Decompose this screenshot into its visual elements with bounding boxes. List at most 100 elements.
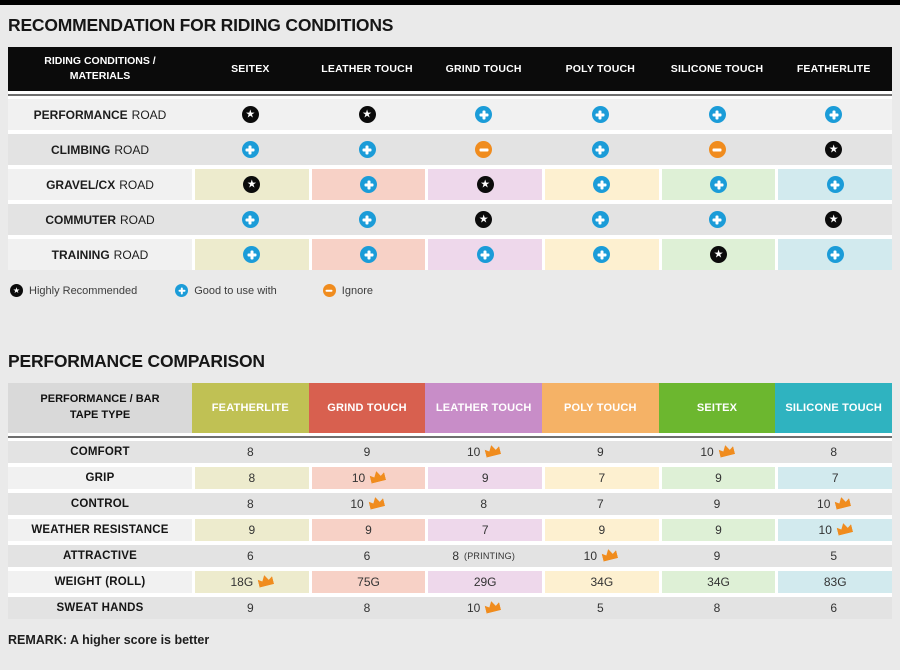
score-cell: 9 [192, 519, 309, 541]
column-header-poly-touch: POLY TOUCH [565, 63, 636, 75]
column-header-leather-touch: LEATHER TOUCH [321, 63, 413, 75]
score-cell: 6 [830, 601, 838, 615]
rating-icon [241, 211, 259, 228]
score-cell: 7 [425, 519, 543, 541]
recommendation-cell [775, 134, 892, 165]
column-header-grind-touch: GRIND TOUCH [308, 383, 426, 433]
crown-icon [369, 469, 386, 483]
score-cell: 83G [775, 571, 893, 593]
crown-icon [836, 521, 853, 535]
recommendation-cell [659, 204, 776, 235]
column-header-silicone-touch: SILICONE TOUCH [775, 383, 893, 433]
recommendation-cell [425, 99, 542, 130]
row-label: COMMUTER ROAD [45, 212, 155, 227]
remark-text: REMARK: A higher score is better [8, 633, 210, 647]
recommendation-cell [192, 99, 309, 130]
cell-note: (PRINTING) [464, 551, 516, 561]
column-header-seitex: SEITEX [658, 383, 776, 433]
header-divider [8, 436, 892, 438]
rating-icon [826, 246, 844, 263]
rating-icon [358, 106, 376, 123]
score-cell: 9 [713, 497, 721, 511]
performance-comparison-table: PERFORMANCE / BAR TAPE TYPE FEATHERLITE … [8, 383, 893, 619]
table-row-gravel-cx-road: GRAVEL/CX ROAD [8, 169, 893, 200]
recommendation-cell [425, 134, 542, 165]
legend-item-highly-recommended: Highly Recommended [10, 284, 137, 297]
column-header-silicone-touch: SILICONE TOUCH [670, 63, 764, 75]
recommendation-cell [775, 169, 893, 200]
score-cell: 10 [425, 441, 542, 463]
header-divider [8, 94, 892, 96]
performance-rows: COMFORT 8 9 10 9 10 8 GRIP 8 10 9 7 9 7 … [8, 441, 893, 619]
recommendation-cell [309, 134, 426, 165]
recommendation-cell [658, 239, 776, 270]
table-row-attractive: ATTRACTIVE 6 6 8 (PRINTING) 10 9 5 [8, 545, 892, 567]
score-cell: 9 [713, 549, 721, 563]
score-cell: 5 [830, 549, 838, 563]
rating-icon [708, 211, 726, 228]
score-cell: 34G [658, 571, 776, 593]
column-header-seitex: SEITEX [231, 63, 270, 75]
score-cell: 9 [308, 519, 426, 541]
table-row-performance-road: PERFORMANCE ROAD [8, 99, 892, 130]
rating-icon [593, 246, 611, 263]
table-row-grip: GRIP 8 10 9 7 9 7 [8, 467, 893, 489]
row-label: GRAVEL/CX ROAD [46, 177, 154, 192]
rating-icon [591, 141, 609, 158]
column-header-featherlite: FEATHERLITE [796, 63, 871, 75]
rating-icon [358, 211, 376, 228]
table-row-weight-roll: WEIGHT (ROLL) 18G 75G 29G 34G 34G 83G [8, 571, 893, 593]
score-cell: 9 [597, 445, 604, 459]
score-cell: 9 [658, 467, 776, 489]
score-cell: 9 [425, 467, 543, 489]
row-label: COMFORT [70, 446, 130, 458]
page-content: RECOMMENDATION FOR RIDING CONDITIONS RID… [0, 15, 900, 647]
score-cell: 10 [308, 467, 426, 489]
score-cell: 18G [192, 571, 309, 593]
legend: Highly Recommended Good to use with Igno… [10, 284, 892, 297]
crown-icon [484, 443, 501, 457]
recommendation-cell [542, 169, 659, 200]
score-cell: 10 [775, 493, 892, 515]
score-cell: 8 [363, 601, 371, 615]
star-icon [10, 284, 23, 297]
recommendation-cell [425, 169, 543, 200]
score-cell: 10 [309, 493, 426, 515]
rating-icon [825, 211, 843, 228]
recommendation-cell [192, 204, 309, 235]
score-cell: 9 [363, 445, 371, 459]
rating-icon [710, 176, 728, 193]
rating-icon [591, 106, 609, 123]
score-cell: 29G [425, 571, 543, 593]
recommendation-cell [425, 204, 542, 235]
crown-icon [834, 495, 851, 509]
score-cell: 8 [246, 445, 254, 459]
recommendation-cell [542, 99, 659, 130]
top-border-bar [0, 0, 900, 5]
column-header-leather-touch: LEATHER TOUCH [425, 383, 543, 433]
plus-icon [175, 284, 189, 297]
table-row-climbing-road: CLIMBING ROAD [8, 134, 892, 165]
crown-icon [257, 573, 274, 587]
score-cell: 8 [246, 497, 254, 511]
recommendation-cell [542, 204, 659, 235]
row-label: CONTROL [70, 498, 130, 510]
score-cell: 8 [713, 601, 721, 615]
row-label: SWEAT HANDS [56, 602, 144, 614]
row-label: WEIGHT (ROLL) [54, 576, 146, 588]
recommendation-cell [192, 169, 309, 200]
score-cell: 9 [658, 519, 776, 541]
row-label: PERFORMANCE ROAD [33, 107, 167, 122]
crown-icon [368, 495, 385, 509]
score-cell: 7 [775, 467, 893, 489]
score-cell: 10 [659, 441, 776, 463]
crown-icon [601, 547, 618, 561]
recommendation-cell [658, 169, 776, 200]
score-cell: 10 [425, 597, 542, 619]
header-label-riding-conditions: RIDING CONDITIONS / MATERIALS [44, 55, 156, 82]
recommendation-cell [308, 169, 426, 200]
score-cell: 8 (PRINTING) [452, 549, 516, 563]
rating-icon [476, 246, 494, 263]
score-cell: 5 [597, 601, 604, 615]
